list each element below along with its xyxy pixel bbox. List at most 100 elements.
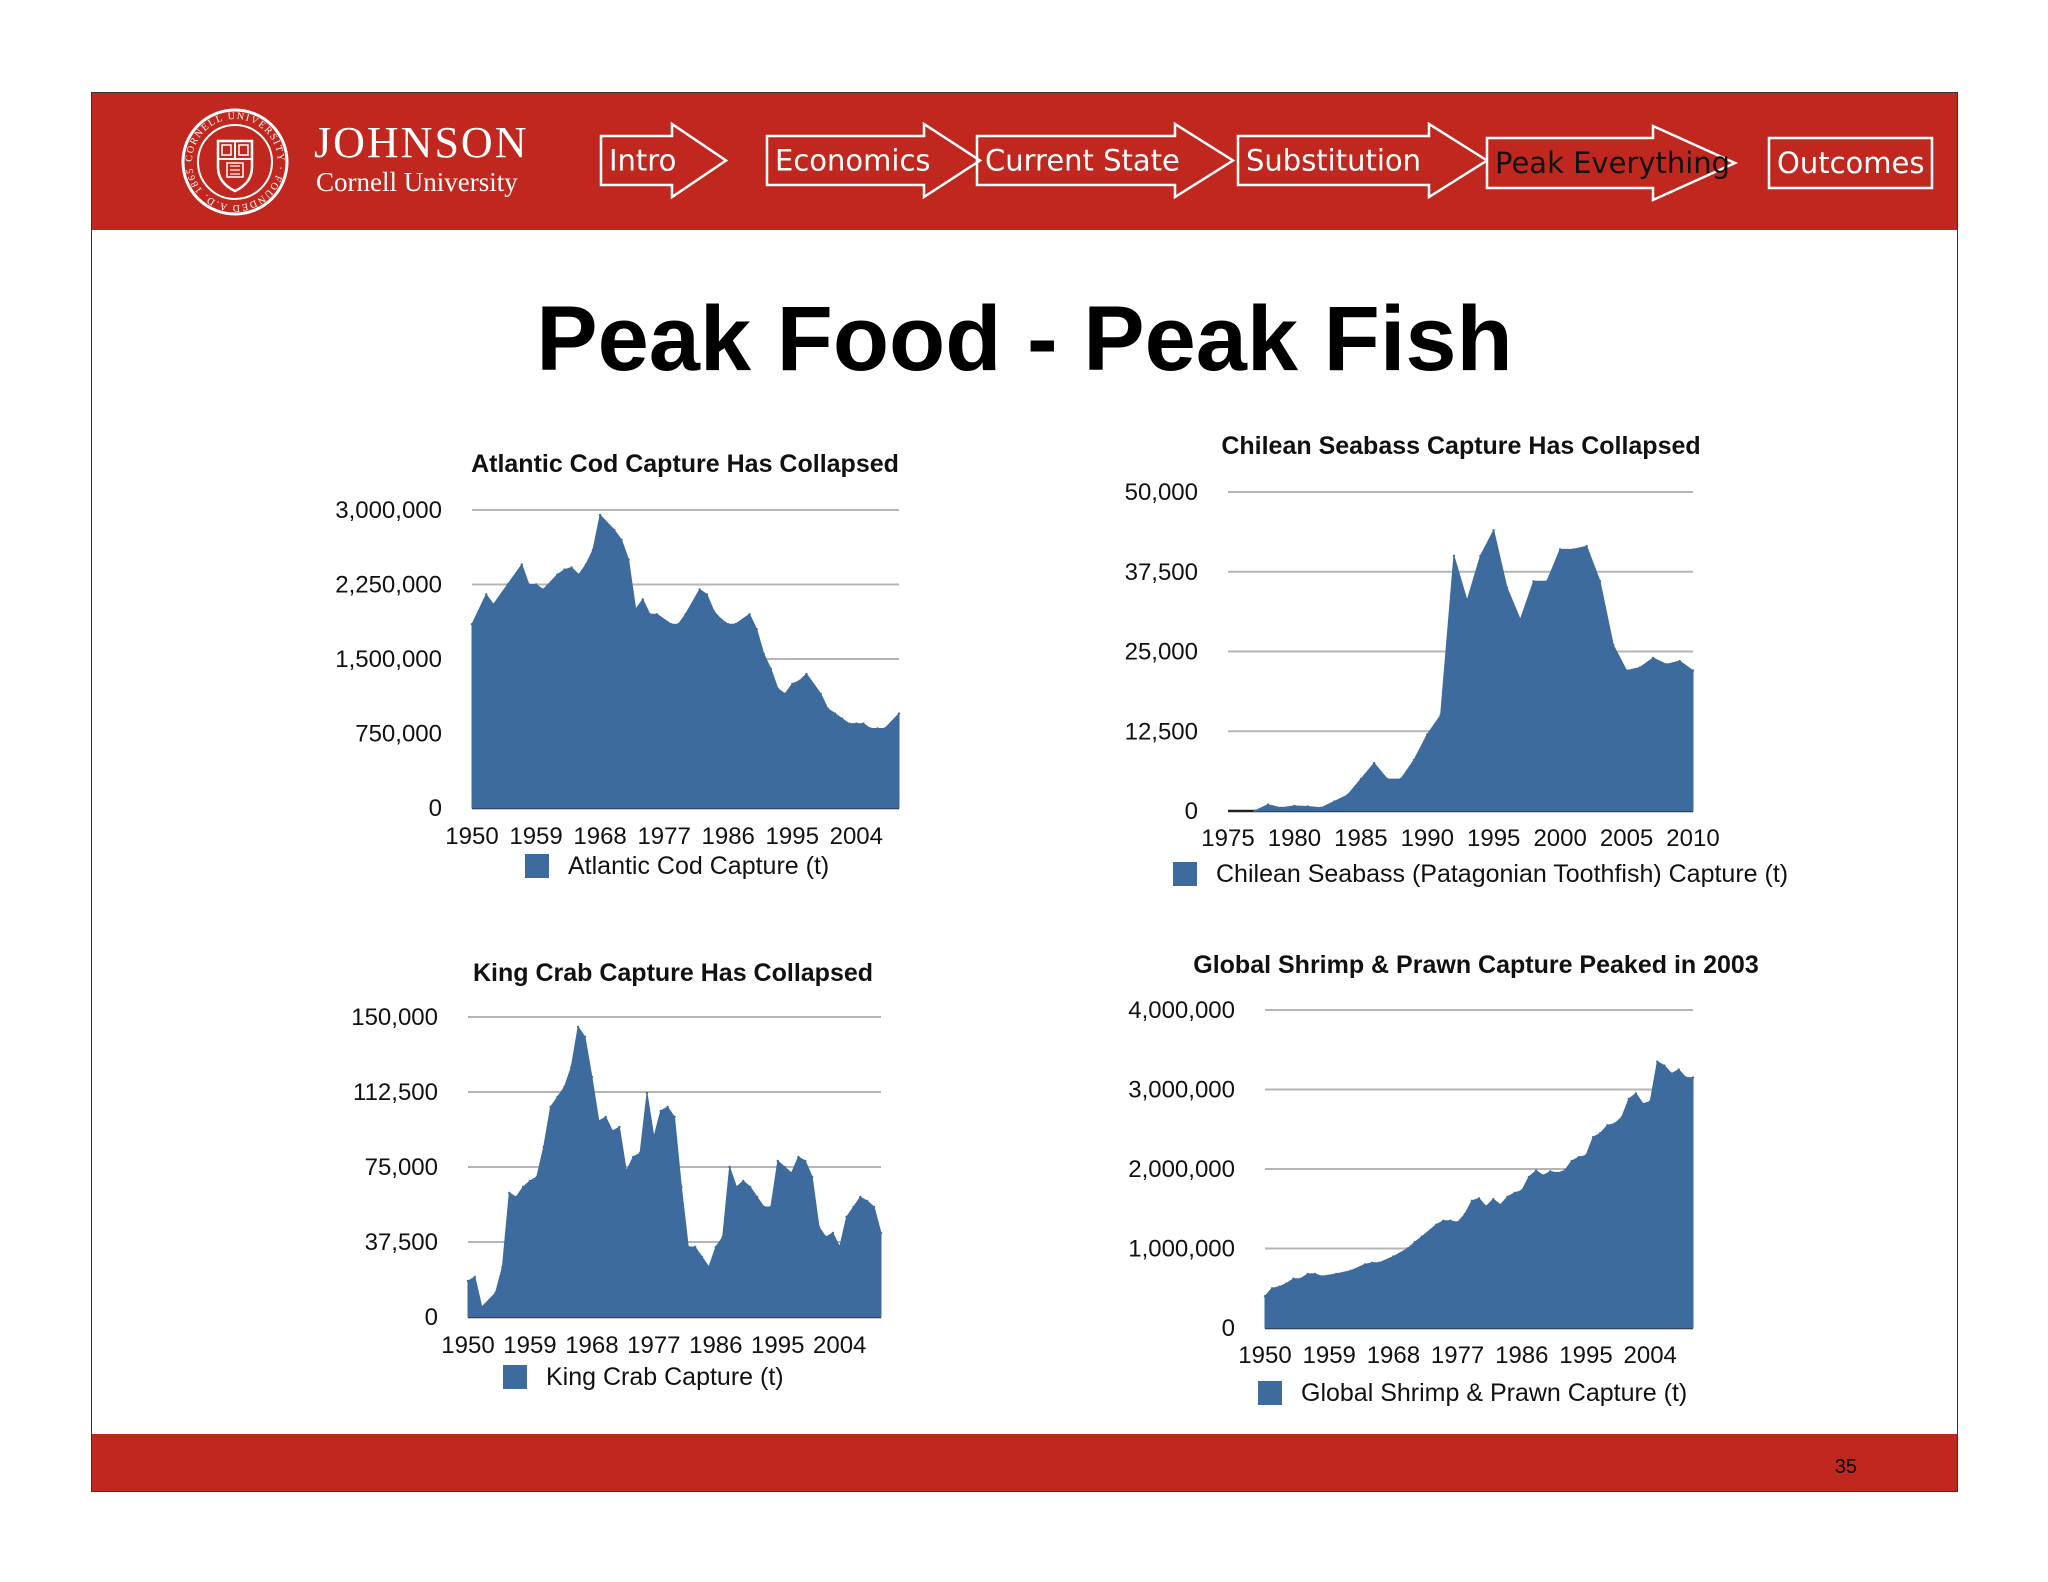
data-point: [620, 538, 623, 541]
data-point: [876, 727, 879, 730]
data-point: [1558, 548, 1562, 551]
data-point: [632, 1155, 635, 1159]
data-point: [1638, 666, 1642, 669]
series-area: [467, 1025, 882, 1318]
data-point: [1346, 793, 1349, 797]
y-tick-label: 1,500,000: [335, 646, 442, 673]
data-point: [862, 722, 865, 725]
x-tick-label: 2004: [1624, 1342, 1677, 1369]
y-tick-label: 75,000: [365, 1154, 438, 1181]
data-point: [797, 1155, 800, 1159]
data-point: [1549, 1170, 1552, 1173]
chart-title: Global Shrimp & Prawn Capture Peaked in …: [1193, 951, 1758, 979]
data-point: [805, 672, 808, 676]
nav-arrow-shape: [1485, 124, 1739, 202]
data-point: [1456, 1221, 1459, 1224]
data-point: [824, 1235, 828, 1239]
data-point: [1570, 1159, 1573, 1163]
data-point: [755, 1195, 759, 1199]
slide-footer: 35: [92, 1434, 1957, 1491]
data-point: [473, 1275, 477, 1279]
data-point: [1465, 599, 1469, 602]
data-point: [1452, 554, 1456, 557]
y-tick-label: 750,000: [355, 721, 442, 748]
x-tick-label: 1986: [689, 1332, 742, 1359]
nav-arrow-shape: [975, 121, 1236, 200]
data-point: [1449, 1219, 1452, 1222]
nav-tab-intro[interactable]: Intro: [599, 121, 729, 200]
data-point: [625, 1169, 628, 1173]
data-point: [700, 1255, 704, 1259]
legend-swatch: [1173, 862, 1197, 886]
nav-tab-economics[interactable]: Economics: [765, 121, 983, 200]
x-tick-label: 1986: [702, 823, 755, 850]
data-point: [852, 1205, 855, 1209]
legend-swatch: [525, 854, 549, 878]
x-tick-label: 1995: [1559, 1342, 1612, 1369]
y-tick-label: 0: [425, 1304, 438, 1331]
nav-tab-peak-everything[interactable]: Peak Everything: [1485, 124, 1739, 202]
data-point: [1519, 618, 1522, 621]
data-point: [655, 613, 659, 616]
data-point: [1612, 643, 1615, 647]
data-point: [728, 1165, 731, 1169]
series-area: [471, 513, 900, 809]
nav-tab-label: Economics: [775, 144, 931, 178]
data-point: [1599, 1132, 1602, 1135]
data-point: [838, 1245, 841, 1249]
x-tick-label: 1977: [637, 823, 690, 850]
y-tick-label: 2,250,000: [335, 572, 442, 599]
data-point: [1572, 548, 1575, 551]
y-tick-label: 3,000,000: [1128, 1077, 1235, 1104]
nav-tab-label: Current State: [985, 144, 1180, 178]
data-point: [1505, 586, 1509, 589]
data-point: [897, 712, 901, 715]
data-point: [1463, 1213, 1466, 1216]
data-point: [833, 712, 837, 715]
data-point: [611, 1129, 614, 1133]
data-point: [659, 1109, 662, 1113]
y-tick-label: 150,000: [351, 1004, 438, 1031]
x-tick-label: 1959: [1303, 1342, 1356, 1369]
cornell-seal-logo: CORNELL UNIVERSITY · FOUNDED A.D. 1865: [181, 108, 289, 216]
x-tick-label: 1995: [766, 823, 819, 850]
data-point: [712, 610, 716, 613]
data-point: [1399, 777, 1402, 781]
data-point: [698, 588, 701, 591]
nav-tab-substitution[interactable]: Substitution: [1236, 121, 1490, 200]
data-point: [1253, 809, 1256, 813]
y-tick-label: 12,500: [1125, 718, 1198, 745]
data-point: [769, 1205, 773, 1209]
data-point: [576, 1025, 580, 1029]
data-point: [1377, 1261, 1381, 1265]
x-tick-label: 1985: [1334, 825, 1387, 852]
nav-tab-outcomes[interactable]: Outcomes: [1767, 136, 1934, 190]
data-point: [687, 1245, 690, 1249]
y-tick-label: 25,000: [1125, 639, 1198, 666]
data-point: [501, 1265, 504, 1269]
x-tick-label: 2000: [1533, 825, 1586, 852]
data-point: [1527, 1175, 1531, 1179]
data-point: [1545, 580, 1549, 583]
data-point: [597, 1119, 600, 1123]
x-tick-label: 1968: [573, 823, 626, 850]
data-point: [749, 1185, 752, 1189]
nav-arrow-shape: [765, 121, 983, 200]
data-point: [1412, 758, 1416, 762]
data-point: [1513, 1191, 1516, 1195]
data-point: [872, 1205, 876, 1209]
data-point: [542, 588, 545, 591]
data-point: [470, 623, 474, 626]
data-point: [1556, 1171, 1559, 1175]
data-point: [1670, 1072, 1673, 1075]
data-point: [855, 722, 858, 725]
data-point: [520, 563, 523, 566]
data-point: [817, 1225, 821, 1229]
nav-tab-current-state[interactable]: Current State: [975, 121, 1236, 200]
data-point: [1435, 1223, 1438, 1226]
data-point: [762, 652, 765, 656]
data-point: [506, 583, 509, 586]
data-point: [1591, 1136, 1595, 1139]
data-point: [1634, 1092, 1638, 1095]
data-point: [673, 1115, 676, 1119]
